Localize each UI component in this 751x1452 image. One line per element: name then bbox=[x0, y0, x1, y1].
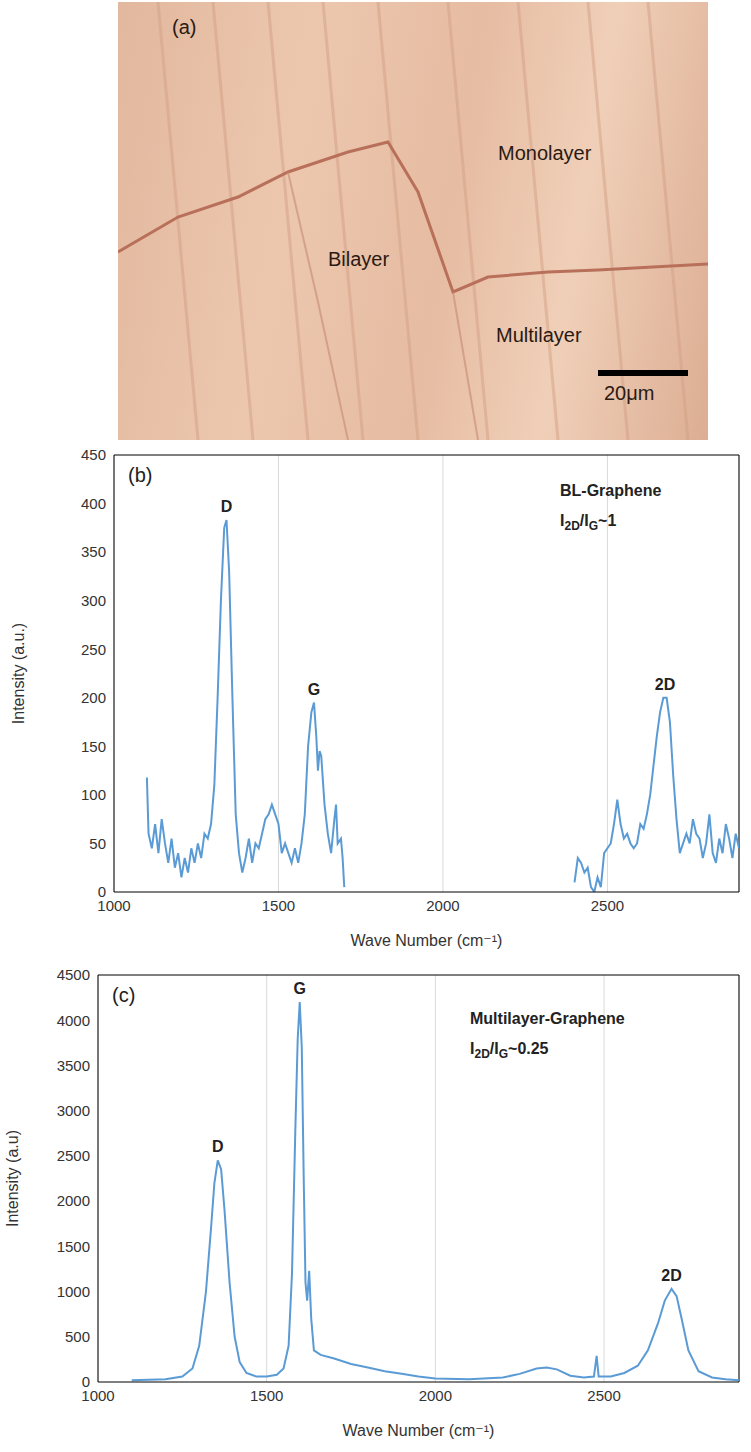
svg-text:4500: 4500 bbox=[57, 966, 90, 983]
html-text:Monolayer: Monolayer bbox=[498, 142, 592, 164]
svg-text:2000: 2000 bbox=[57, 1192, 90, 1209]
svg-text:3500: 3500 bbox=[57, 1057, 90, 1074]
svg-text:150: 150 bbox=[81, 738, 106, 755]
html-text:BL-Graphene: BL-Graphene bbox=[560, 482, 662, 499]
svg-text:2500: 2500 bbox=[587, 1387, 620, 1404]
svg-text:Intensity (a.u.): Intensity (a.u.) bbox=[10, 623, 27, 724]
svg-text:1000: 1000 bbox=[97, 896, 131, 914]
svg-text:2000: 2000 bbox=[426, 897, 459, 914]
svg-text:500: 500 bbox=[65, 1328, 90, 1345]
html-text:I2D/IG~1: I2D/IG~1 bbox=[560, 512, 617, 534]
svg-text:400: 400 bbox=[81, 495, 106, 512]
html-text:Multilayer: Multilayer bbox=[496, 324, 582, 346]
svg-text:G: G bbox=[308, 681, 320, 698]
svg-text:2D: 2D bbox=[661, 1267, 681, 1284]
svg-text:250: 250 bbox=[81, 641, 106, 658]
svg-text:200: 200 bbox=[81, 689, 106, 706]
svg-text:450: 450 bbox=[81, 446, 106, 463]
svg-text:Wave Number (cm⁻¹): Wave Number (cm⁻¹) bbox=[343, 1422, 495, 1439]
html-text:(a): (a) bbox=[172, 16, 197, 38]
svg-text:2500: 2500 bbox=[591, 897, 624, 914]
html-text:(c): (c) bbox=[112, 984, 136, 1006]
svg-text:0: 0 bbox=[82, 1373, 90, 1390]
svg-text:G: G bbox=[294, 980, 306, 997]
svg-text:Intensity (a.u): Intensity (a.u) bbox=[4, 1130, 21, 1227]
html-text:20μm: 20μm bbox=[604, 382, 655, 404]
svg-text:2000: 2000 bbox=[419, 1387, 452, 1404]
html-text:Bilayer: Bilayer bbox=[328, 248, 390, 270]
svg-text:4000: 4000 bbox=[57, 1012, 90, 1029]
svg-text:Wave Number (cm⁻¹): Wave Number (cm⁻¹) bbox=[351, 932, 503, 949]
svg-text:1500: 1500 bbox=[57, 1238, 90, 1255]
svg-text:2500: 2500 bbox=[57, 1147, 90, 1164]
svg-text:1500: 1500 bbox=[262, 897, 295, 914]
html-text:(b): (b) bbox=[128, 464, 153, 486]
svg-text:2D: 2D bbox=[655, 676, 675, 693]
svg-text:D: D bbox=[221, 498, 233, 515]
html-text:I2D/IG~0.25: I2D/IG~0.25 bbox=[470, 1040, 549, 1062]
svg-text:300: 300 bbox=[81, 592, 106, 609]
html-text:Multilayer-Graphene: Multilayer-Graphene bbox=[470, 1010, 625, 1027]
svg-text:3000: 3000 bbox=[57, 1102, 90, 1119]
svg-text:350: 350 bbox=[81, 543, 106, 560]
svg-text:1000: 1000 bbox=[81, 1386, 115, 1404]
svg-text:D: D bbox=[212, 1138, 224, 1155]
svg-text:1500: 1500 bbox=[250, 1387, 283, 1404]
svg-text:50: 50 bbox=[89, 835, 106, 852]
svg-text:1000: 1000 bbox=[57, 1283, 90, 1300]
svg-text:100: 100 bbox=[81, 786, 106, 803]
svg-text:0: 0 bbox=[98, 883, 106, 900]
